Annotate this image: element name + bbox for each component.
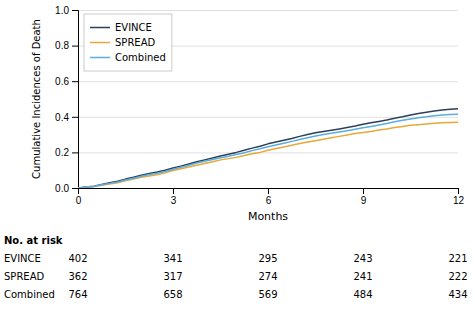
at-risk-value: 317 xyxy=(163,271,182,282)
x-tick: 3 xyxy=(171,188,177,206)
at-risk-value: 484 xyxy=(353,289,372,300)
x-tick: 0 xyxy=(76,188,82,206)
x-tick-label: 6 xyxy=(266,195,272,206)
x-axis-line xyxy=(79,189,459,195)
at-risk-value: 221 xyxy=(448,253,467,264)
at-risk-value: 243 xyxy=(353,253,372,264)
at-risk-value: 295 xyxy=(258,253,277,264)
x-tick: 12 xyxy=(453,188,465,206)
x-tick-label: 3 xyxy=(171,195,177,206)
lines xyxy=(78,109,458,188)
y-axis: 0.0 0.2 0.4 0.6 0.8 1.0 xyxy=(55,5,78,194)
legend-label: EVINCE xyxy=(115,22,152,33)
legend: EVINCE SPREAD Combined xyxy=(84,14,172,71)
y-tick: 0.8 xyxy=(55,40,78,51)
legend-swatch xyxy=(90,42,110,44)
x-tick-label: 9 xyxy=(361,195,367,206)
at-risk-title: No. at risk xyxy=(4,235,63,246)
legend-label: Combined xyxy=(115,52,166,63)
series-line xyxy=(78,114,458,188)
y-axis-line xyxy=(72,11,79,189)
legend-swatch xyxy=(90,27,110,29)
x-tick-label: 0 xyxy=(76,195,82,206)
plot: 0 3 6 9 12 0.0 0.2 0.4 0.6 0.8 1.0 EVINCE SPREAD Comb… xyxy=(55,5,464,206)
chart: 0 3 6 9 12 0.0 0.2 0.4 0.6 0.8 1.0 EVINCE SPREAD Comb… xyxy=(0,0,474,327)
at-risk-value: 569 xyxy=(258,289,277,300)
legend-box xyxy=(84,14,172,71)
x-tick: 9 xyxy=(361,188,367,206)
y-tick: 1.0 xyxy=(55,5,78,16)
grid xyxy=(78,11,458,189)
y-tick: 0.2 xyxy=(55,147,78,158)
grid-tick xyxy=(78,81,458,82)
y-tick-mark xyxy=(72,152,78,153)
at-risk-value: 241 xyxy=(353,271,372,282)
grid-line xyxy=(78,10,458,11)
at-risk-value: 402 xyxy=(68,253,87,264)
at-risk-group: Combined xyxy=(4,289,55,300)
y-tick: 0.0 xyxy=(55,183,78,194)
grid-line xyxy=(78,152,458,153)
y-tick-mark xyxy=(72,117,78,118)
at-risk-value: 362 xyxy=(68,271,87,282)
at-risk-table: No. at risk EVINCE 402 341 295 243 221 SPREAD 36… xyxy=(4,235,468,300)
y-tick-label: 0.2 xyxy=(55,147,69,158)
at-risk-value: 274 xyxy=(258,271,277,282)
y-tick: 0.4 xyxy=(55,112,78,123)
legend-label: SPREAD xyxy=(115,37,155,48)
x-tick-mark xyxy=(363,188,364,194)
at-risk-value: 658 xyxy=(163,289,182,300)
series-line xyxy=(78,109,458,188)
x-tick-mark xyxy=(268,188,269,194)
y-tick-label: 0.4 xyxy=(55,112,69,123)
x-tick: 6 xyxy=(266,188,272,206)
at-risk-group: SPREAD xyxy=(4,271,44,282)
x-axis: 0 3 6 9 12 xyxy=(76,188,465,206)
y-tick-mark xyxy=(72,46,78,47)
y-tick-mark xyxy=(72,81,78,82)
y-tick-label: 0.8 xyxy=(55,40,69,51)
at-risk-value: 341 xyxy=(163,253,182,264)
y-tick-label: 1.0 xyxy=(55,5,69,16)
y-tick-mark xyxy=(72,10,78,11)
x-tick-mark xyxy=(173,188,174,194)
x-axis-title: Months xyxy=(248,210,288,223)
x-tick-mark xyxy=(458,188,459,194)
grid-tick xyxy=(78,152,458,153)
y-axis-title: Cumulative Incidences of Death xyxy=(31,19,42,179)
grid-tick xyxy=(78,10,458,11)
at-risk-group: EVINCE xyxy=(4,253,41,264)
y-tick-label: 0.0 xyxy=(55,183,69,194)
y-tick-label: 0.6 xyxy=(55,76,69,87)
y-tick-mark xyxy=(72,188,78,189)
at-risk-value: 434 xyxy=(448,289,467,300)
legend-swatch xyxy=(90,57,110,59)
x-tick-label: 12 xyxy=(453,195,465,206)
grid-line xyxy=(78,81,458,82)
at-risk-value: 764 xyxy=(68,289,87,300)
y-tick: 0.6 xyxy=(55,76,78,87)
at-risk-value: 222 xyxy=(448,271,467,282)
